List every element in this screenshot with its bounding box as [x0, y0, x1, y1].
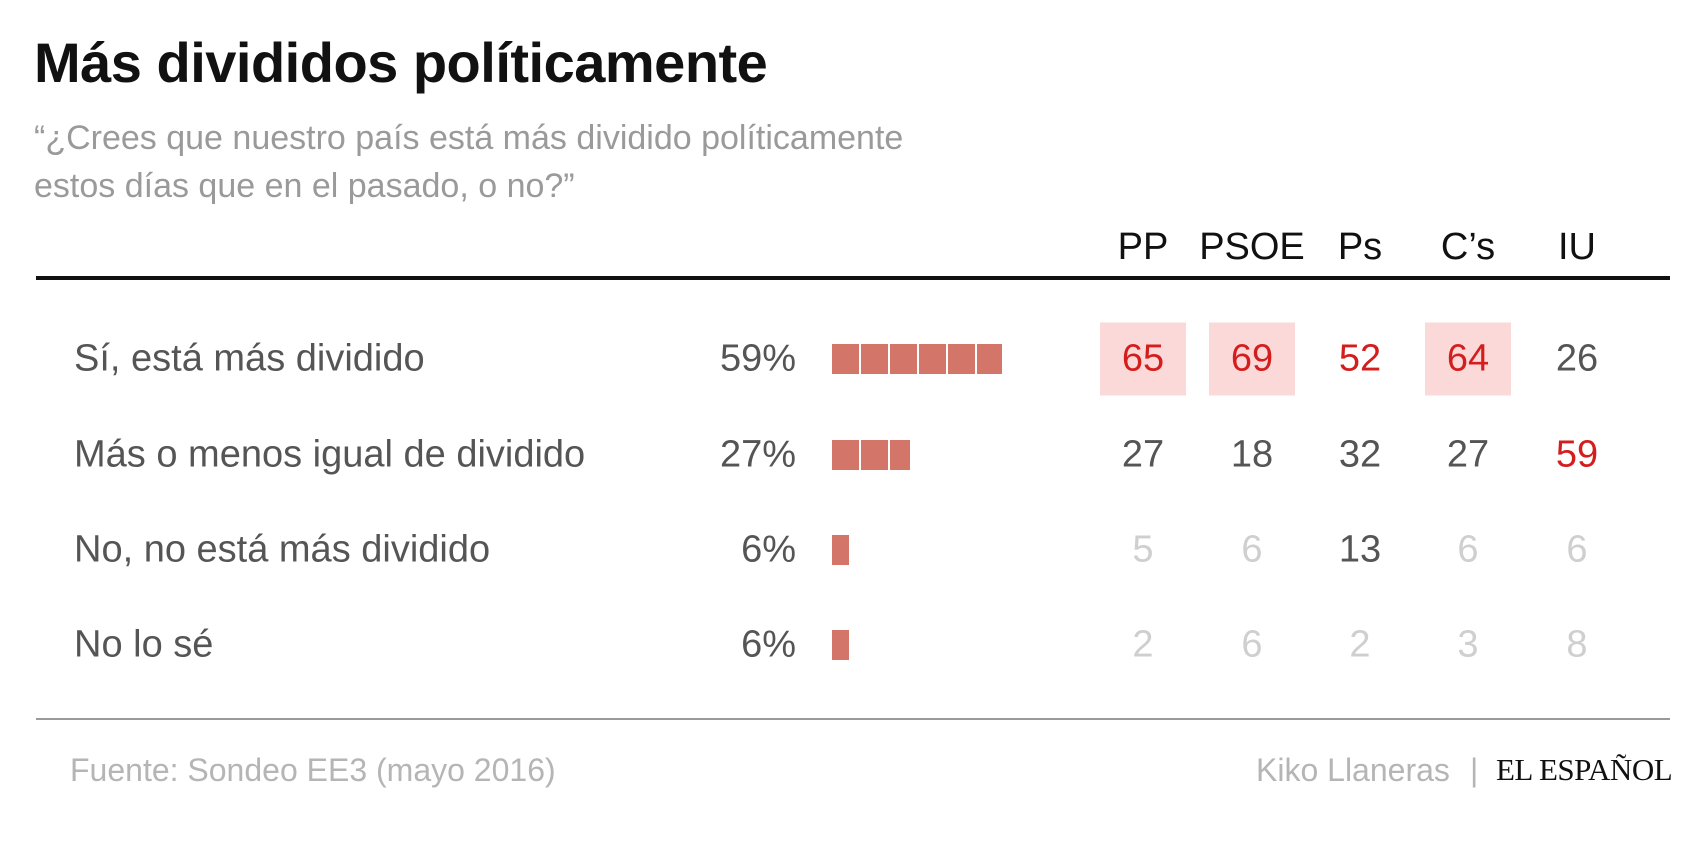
- bar-segment: [861, 440, 888, 470]
- bar-segment: [890, 344, 917, 374]
- row-label: Más o menos igual de dividido: [74, 433, 586, 476]
- bar-segment: [832, 440, 859, 470]
- party-value: 26: [1555, 337, 1599, 380]
- bar-segment: [832, 344, 859, 374]
- row-total-percent: 6%: [741, 623, 796, 666]
- row-total-percent: 27%: [719, 433, 796, 476]
- row-label: Sí, está más dividido: [74, 337, 425, 380]
- chart-subtitle: “¿Crees que nuestro país está más dividi…: [34, 119, 904, 205]
- party-value: 2: [1132, 623, 1154, 666]
- column-header: PP: [1117, 226, 1169, 268]
- party-value: 6: [1566, 528, 1588, 571]
- source-note: Fuente: Sondeo EE3 (mayo 2016): [70, 752, 556, 788]
- party-value: 13: [1338, 528, 1382, 571]
- party-value: 6: [1241, 623, 1263, 666]
- bar-segment: [832, 630, 850, 660]
- party-value: 65: [1121, 337, 1165, 380]
- row-label: No lo sé: [74, 623, 214, 666]
- party-value: 6: [1241, 528, 1263, 571]
- chart-title: Más divididos políticamente: [34, 31, 768, 94]
- column-header: C’s: [1440, 226, 1496, 268]
- bar-segment: [948, 344, 975, 374]
- cell-highlight: [1100, 322, 1186, 396]
- row-label: No, no está más dividido: [74, 528, 491, 571]
- bar-segment: [890, 440, 910, 470]
- party-value: 27: [1446, 433, 1490, 476]
- bar-segment: [861, 344, 888, 374]
- bar-segment: [977, 344, 1002, 374]
- credit-separator: |: [1470, 752, 1479, 788]
- party-value: 5: [1132, 528, 1154, 571]
- party-value: 64: [1446, 337, 1490, 380]
- bar-segment: [919, 344, 946, 374]
- column-header: PSOE: [1199, 226, 1305, 268]
- row-total-percent: 6%: [741, 528, 796, 571]
- bar-segment: [832, 535, 850, 565]
- header-rule: [36, 276, 1670, 280]
- party-value: 52: [1338, 337, 1382, 380]
- column-header: IU: [1558, 226, 1596, 268]
- cell-highlight: [1209, 322, 1295, 396]
- party-value: 32: [1338, 433, 1382, 476]
- column-header: Ps: [1337, 226, 1383, 268]
- author-credit: Kiko Llaneras: [1256, 752, 1450, 788]
- row-total-percent: 59%: [719, 337, 796, 380]
- party-value: 18: [1230, 433, 1274, 476]
- party-value: 2: [1349, 623, 1371, 666]
- party-value: 59: [1555, 433, 1599, 476]
- party-value: 69: [1230, 337, 1274, 380]
- party-value: 27: [1121, 433, 1165, 476]
- party-value: 3: [1457, 623, 1479, 666]
- party-value: 6: [1457, 528, 1479, 571]
- footer-rule: [36, 718, 1670, 720]
- cell-highlight: [1425, 322, 1511, 396]
- brand-logo: EL ESPAÑOL: [1496, 752, 1673, 787]
- party-value: 8: [1566, 623, 1588, 666]
